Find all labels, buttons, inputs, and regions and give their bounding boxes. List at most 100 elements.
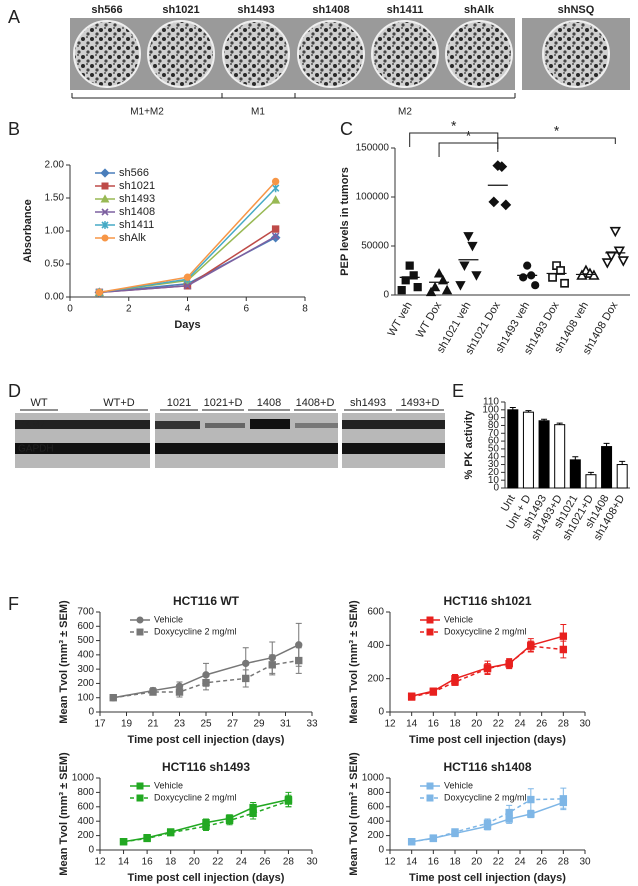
x-tick-label: 18 bbox=[165, 857, 177, 868]
y-axis-title: % PK activity bbox=[463, 410, 475, 480]
x-tick-label: 12 bbox=[384, 719, 396, 730]
plate bbox=[371, 20, 439, 88]
y-tick-label: 0.00 bbox=[45, 292, 65, 303]
y-tick-label: 400 bbox=[77, 816, 94, 827]
marker bbox=[505, 808, 513, 817]
panel-label: D bbox=[8, 381, 21, 401]
marker bbox=[242, 674, 250, 683]
y-axis-title: Mean Tvol (mm³ ± SEM) bbox=[348, 752, 360, 876]
y-tick-label: 700 bbox=[77, 607, 94, 618]
legend-label: sh566 bbox=[119, 167, 149, 179]
y-tick-label: 200 bbox=[77, 678, 94, 689]
lane-label: 1493+D bbox=[401, 397, 440, 409]
plate bbox=[73, 20, 141, 88]
marker bbox=[531, 281, 540, 290]
y-tick-label: 100 bbox=[77, 692, 94, 703]
y-axis-title: PEP levels in tumors bbox=[339, 167, 351, 276]
plate-label: shAlk bbox=[464, 4, 495, 16]
significance-bracket bbox=[409, 132, 499, 147]
marker bbox=[559, 645, 568, 654]
plate-image bbox=[70, 18, 515, 90]
y-tick-label: 0 bbox=[383, 290, 389, 301]
y-tick-label: 0.50 bbox=[45, 259, 65, 270]
group-label: M1 bbox=[251, 107, 265, 118]
marker bbox=[429, 688, 438, 696]
marker bbox=[175, 688, 184, 696]
chart-title: HCT116 sh1408 bbox=[443, 760, 531, 774]
y-tick-label: 110 bbox=[483, 397, 499, 408]
blot-row-label: GAPDH bbox=[18, 444, 54, 455]
plate-label: sh566 bbox=[91, 4, 122, 16]
legend-label: Doxycycline 2 mg/ml bbox=[154, 626, 237, 636]
marker bbox=[202, 679, 210, 687]
x-tick-label: 18 bbox=[449, 857, 461, 868]
y-tick-label: 0 bbox=[88, 845, 94, 856]
plate-label: sh1493 bbox=[237, 4, 274, 16]
legend-marker bbox=[100, 194, 110, 203]
significance-bracket bbox=[438, 142, 499, 157]
y-axis-title: Mean Tvol (mm³ ± SEM) bbox=[348, 600, 360, 724]
y-tick-label: 60 bbox=[488, 436, 500, 447]
legend-label: Vehicle bbox=[154, 780, 183, 790]
significance-label: * bbox=[451, 118, 457, 134]
x-tick-label: 6 bbox=[243, 304, 249, 315]
y-axis-title: Mean Tvol (mm³ ± SEM) bbox=[58, 600, 70, 724]
marker bbox=[483, 819, 492, 828]
x-tick-label: WT Dox bbox=[414, 300, 444, 341]
marker bbox=[295, 641, 303, 649]
plate bbox=[222, 20, 290, 88]
x-tick-label: 12 bbox=[94, 857, 106, 868]
marker bbox=[413, 283, 422, 292]
plate bbox=[297, 20, 365, 88]
x-tick-label: 14 bbox=[406, 719, 418, 730]
legend-label: Doxycycline 2 mg/ml bbox=[444, 792, 527, 802]
y-tick-label: 200 bbox=[367, 673, 384, 684]
x-tick-label: 21 bbox=[147, 719, 159, 730]
y-tick-label: 0 bbox=[378, 707, 384, 718]
marker bbox=[429, 834, 438, 843]
y-tick-label: 1.00 bbox=[45, 226, 65, 237]
x-tick-label: 27 bbox=[227, 719, 239, 730]
legend-marker bbox=[136, 782, 144, 790]
bar bbox=[522, 411, 534, 489]
bar bbox=[507, 409, 519, 489]
marker bbox=[407, 838, 416, 846]
y-tick-label: 600 bbox=[77, 801, 94, 812]
marker bbox=[601, 258, 613, 269]
plate-label: sh1408 bbox=[312, 4, 349, 16]
marker bbox=[407, 693, 416, 701]
y-tick-label: 400 bbox=[77, 649, 94, 660]
y-tick-label: 600 bbox=[77, 621, 94, 632]
x-tick-label: 26 bbox=[536, 719, 548, 730]
x-tick-label: 28 bbox=[558, 857, 570, 868]
marker bbox=[425, 286, 437, 297]
x-tick-label: WT veh bbox=[386, 300, 415, 339]
x-tick-label: 28 bbox=[283, 857, 295, 868]
x-tick-label: 17 bbox=[94, 719, 106, 730]
x-tick-label: 30 bbox=[579, 719, 591, 730]
x-tick-label: 14 bbox=[406, 857, 418, 868]
legend-marker bbox=[101, 208, 109, 216]
legend-marker bbox=[101, 182, 109, 190]
marker bbox=[295, 656, 303, 665]
marker bbox=[483, 664, 492, 673]
y-axis-title: Mean Tvol (mm³ ± SEM) bbox=[58, 752, 70, 876]
lane-label: 1021+D bbox=[204, 397, 243, 409]
y-tick-label: 50000 bbox=[361, 241, 389, 252]
y-tick-label: 300 bbox=[77, 664, 94, 675]
y-tick-label: 800 bbox=[77, 787, 94, 798]
marker bbox=[559, 795, 568, 803]
plate bbox=[445, 20, 513, 88]
marker bbox=[166, 829, 175, 837]
y-tick-label: 50 bbox=[488, 444, 500, 455]
x-tick-label: 26 bbox=[259, 857, 271, 868]
lane-label: 1408 bbox=[257, 397, 281, 409]
bar bbox=[601, 446, 613, 489]
marker bbox=[496, 161, 508, 173]
significance-bracket bbox=[497, 137, 616, 152]
marker bbox=[471, 271, 482, 281]
x-tick-label: 8 bbox=[302, 304, 308, 315]
y-tick-label: 600 bbox=[367, 607, 384, 618]
marker bbox=[605, 251, 617, 262]
bar bbox=[538, 420, 550, 489]
